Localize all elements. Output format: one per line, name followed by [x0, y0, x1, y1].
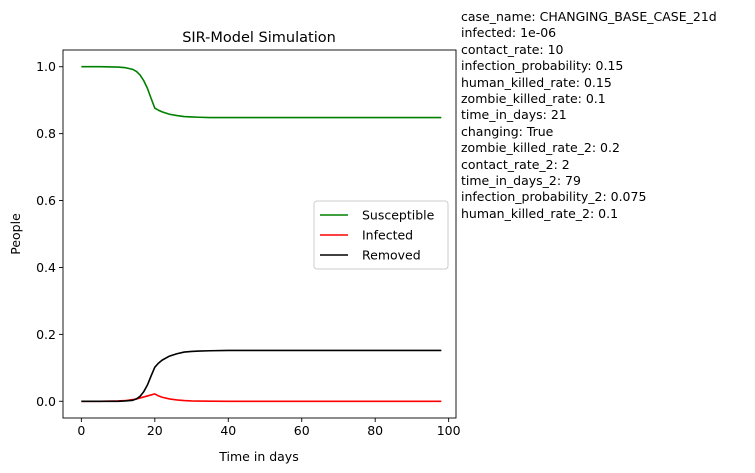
x-axis-ticks: 0 20 40 60 80 100 [77, 418, 461, 438]
parameter-line: contact_rate_2: 2 [461, 156, 570, 172]
chart-title: SIR-Model Simulation [182, 30, 336, 46]
parameter-line: human_killed_rate_2: 0.1 [461, 205, 619, 221]
x-tick-label: 0 [77, 423, 85, 438]
parameter-line: time_in_days: 21 [461, 107, 567, 123]
parameter-line: zombie_killed_rate_2: 0.2 [461, 140, 620, 156]
x-tick-label: 20 [147, 423, 163, 438]
legend-box [313, 200, 449, 270]
series-line-removed [81, 349, 442, 403]
parameter-line: zombie_killed_rate: 0.1 [461, 91, 606, 107]
y-tick-label: 0.2 [36, 327, 56, 342]
parameter-line: changing: True [461, 123, 554, 139]
series-line-susceptible [81, 65, 442, 119]
parameter-line: case_name: CHANGING_BASE_CASE_21d [461, 9, 717, 24]
x-axis-label: Time in days [218, 449, 298, 464]
y-tick-label: 1.0 [36, 59, 56, 74]
legend-label-removed: Removed [362, 248, 421, 263]
y-tick-label: 0.0 [36, 394, 56, 409]
plot-area [81, 65, 442, 403]
parameter-line: infection_probability_2: 0.075 [461, 189, 647, 205]
x-tick-label: 80 [367, 423, 383, 438]
simulation-parameters: case_name: CHANGING_BASE_CASE_21d infecte… [461, 9, 717, 222]
legend-label-susceptible: Susceptible [362, 208, 435, 223]
y-tick-label: 0.4 [36, 260, 56, 275]
y-tick-label: 0.6 [36, 193, 56, 208]
parameter-line: contact_rate: 10 [461, 41, 564, 57]
x-tick-label: 40 [220, 423, 236, 438]
parameter-line: time_in_days_2: 79 [461, 173, 581, 189]
y-axis-ticks: 0.0 0.2 0.4 0.6 0.8 1.0 [36, 59, 63, 409]
parameter-line: human_killed_rate: 0.15 [461, 74, 612, 90]
parameter-line: infected: 1e-06 [461, 25, 557, 41]
x-tick-label: 60 [294, 423, 310, 438]
parameter-line: infection_probability: 0.15 [461, 58, 624, 74]
axes-frame [62, 49, 457, 419]
x-tick-label: 100 [437, 423, 461, 438]
y-axis-label: People [8, 213, 23, 255]
y-tick-label: 0.8 [36, 126, 56, 141]
legend: Susceptible Infected Removed [313, 200, 449, 270]
legend-label-infected: Infected [362, 228, 413, 243]
